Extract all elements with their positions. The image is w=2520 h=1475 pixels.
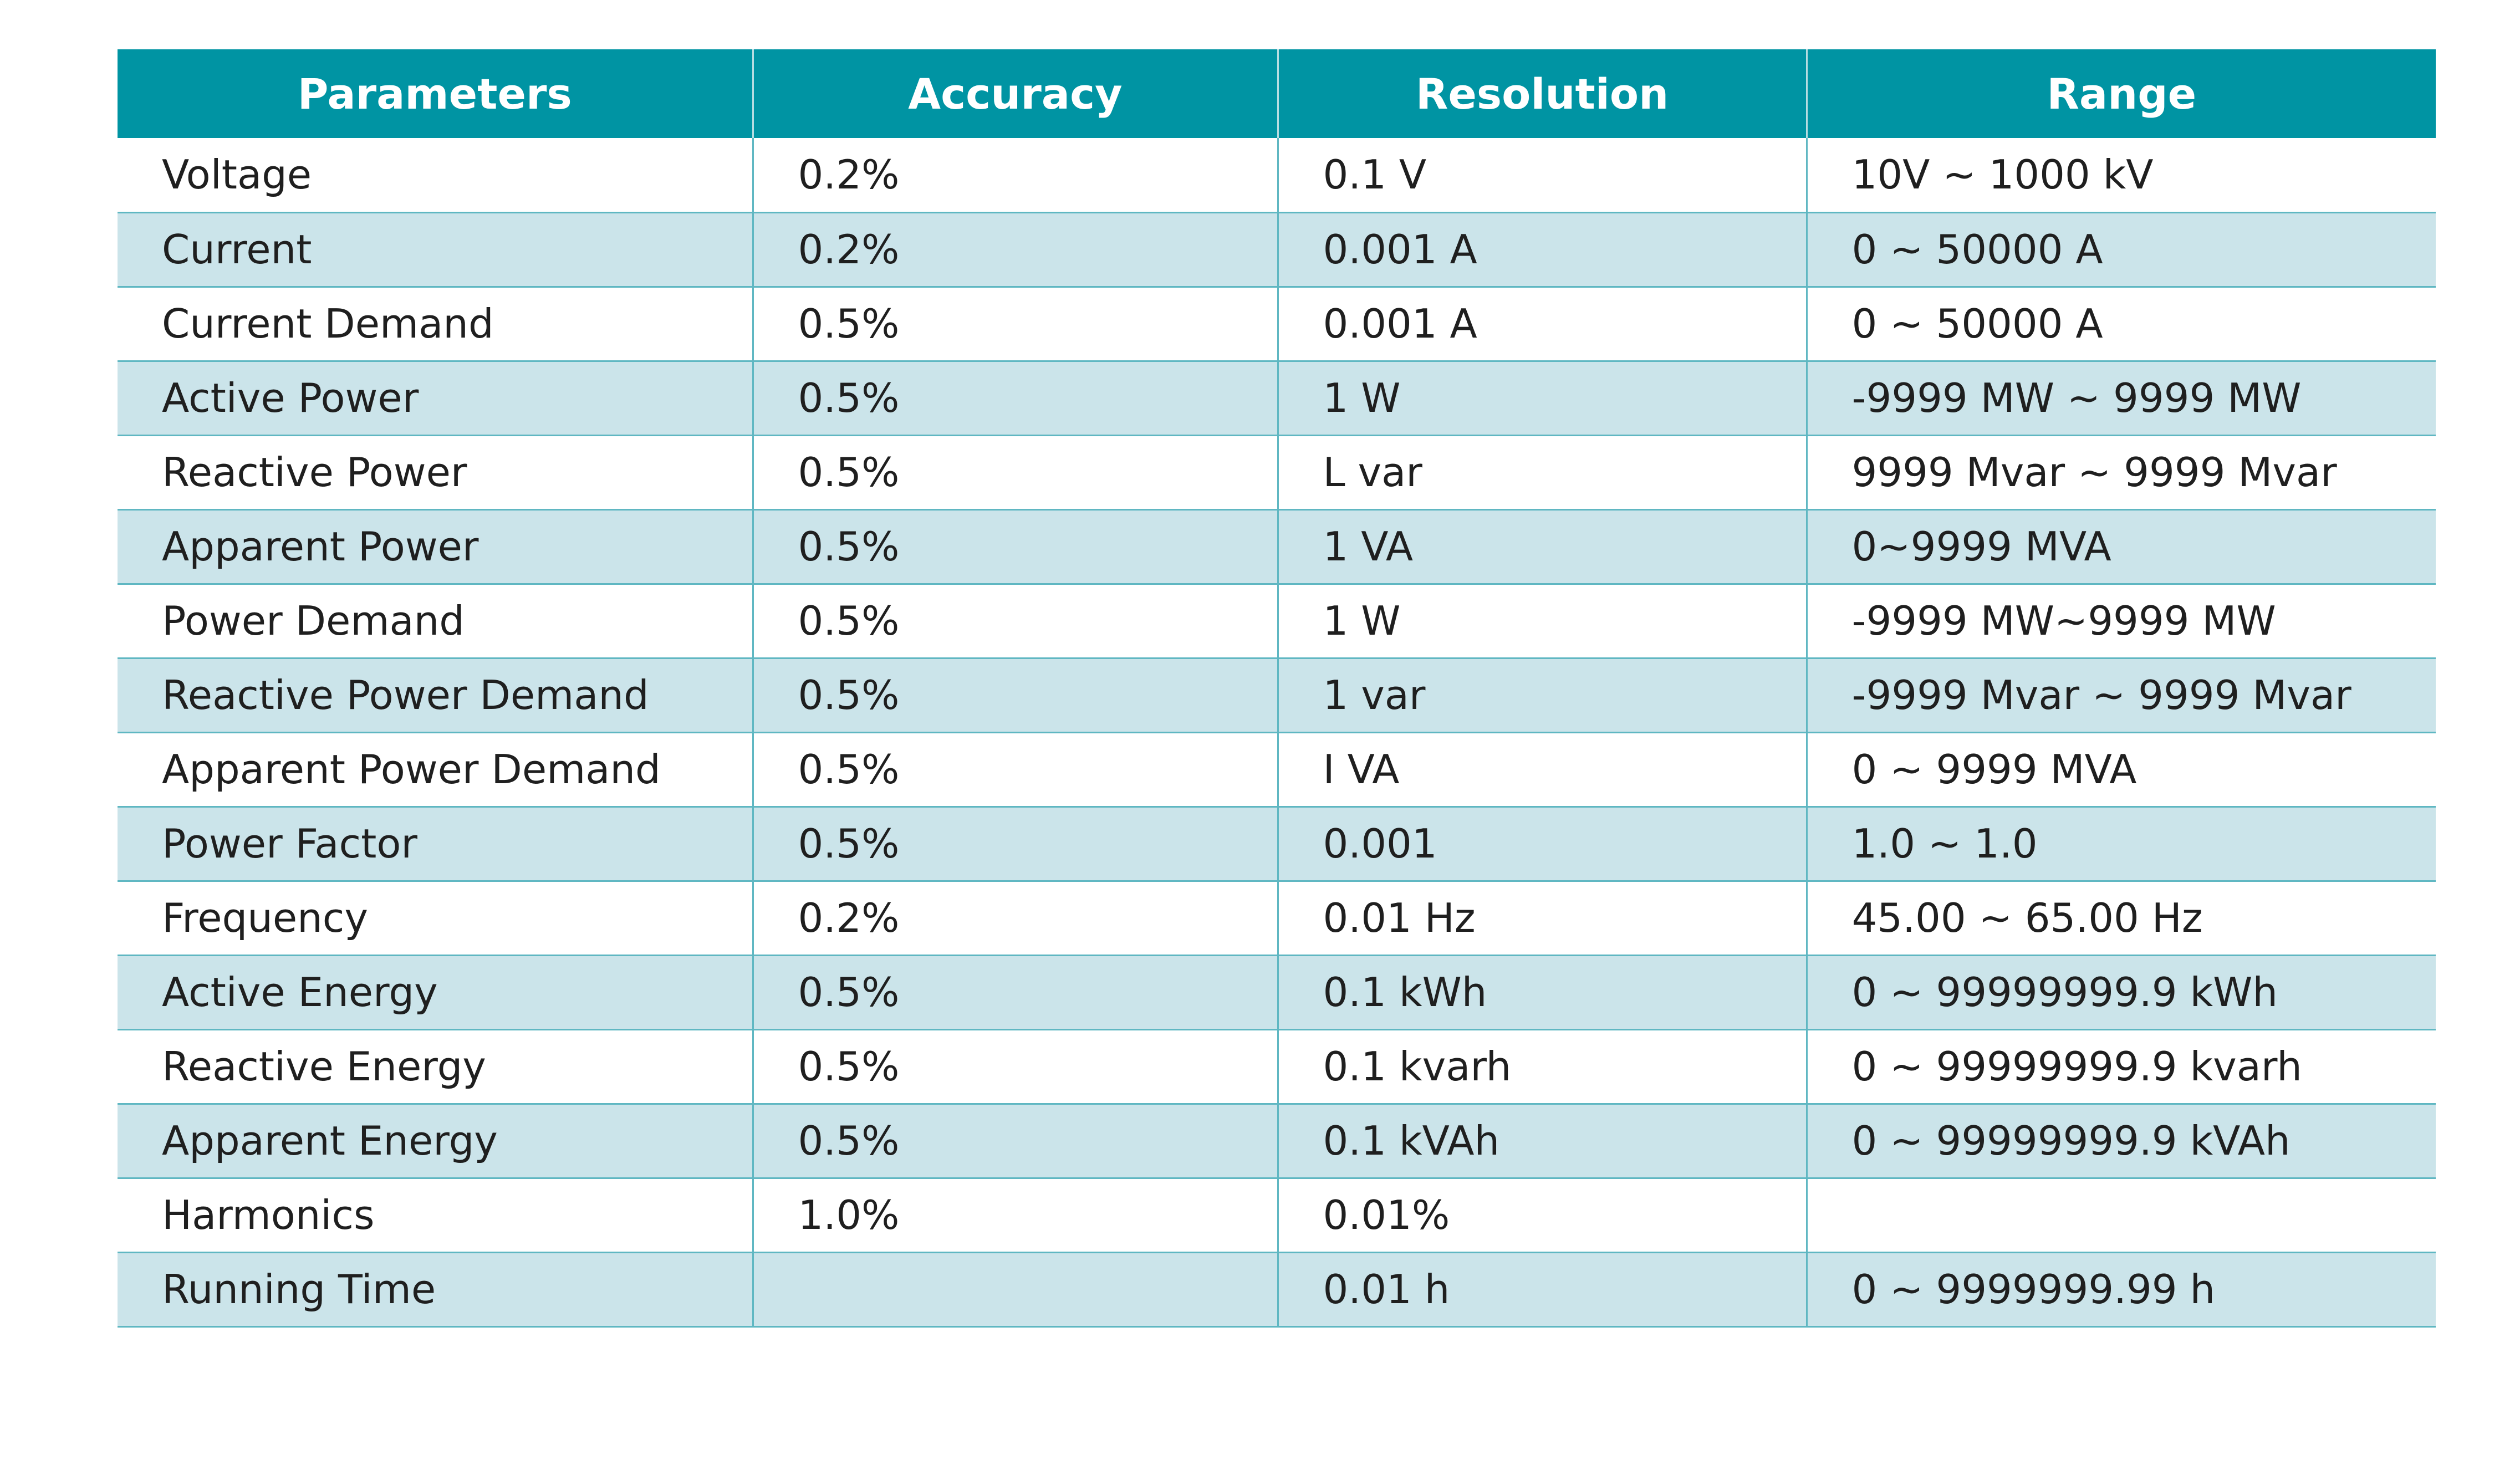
cell-resolution: 0.1 kvarh [1277, 1029, 1807, 1105]
table-row: Apparent Power 0.5% 1 VA 0~9999 MVA [118, 509, 2436, 585]
cell-resolution: 0.001 [1277, 807, 1807, 882]
table-row: Apparent Power Demand 0.5% I VA 0 ~ 9999 MV… [118, 732, 2436, 808]
cell-accuracy: 0.5% [752, 287, 1278, 362]
cell-range: 45.00 ~ 65.00 Hz [1805, 881, 2436, 956]
cell-accuracy: 0.2% [752, 138, 1278, 213]
cell-range: 9999 Mvar ~ 9999 Mvar [1805, 435, 2436, 511]
cell-parameter: Active Energy [118, 955, 753, 1030]
cell-parameter: Running Time [118, 1252, 753, 1328]
table-body: Voltage 0.2% 0.1 V 10V ~ 1000 kV Current 0.2%… [118, 138, 2436, 1328]
header-resolution: Resolution [1277, 49, 1807, 138]
table-row: Power Demand 0.5% 1 W -9999 MW~9999 MW [118, 584, 2436, 659]
cell-resolution: L var [1277, 435, 1807, 511]
cell-parameter: Current [118, 212, 753, 288]
cell-range: 0 ~ 50000 A [1805, 287, 2436, 362]
cell-parameter: Current Demand [118, 287, 753, 362]
cell-resolution: 1 W [1277, 584, 1807, 659]
table-row: Active Energy 0.5% 0.1 kWh 0 ~ 99999999.9 k… [118, 955, 2436, 1030]
cell-parameter: Reactive Power Demand [118, 658, 753, 733]
cell-parameter: Harmonics [118, 1178, 753, 1253]
cell-resolution: 0.001 A [1277, 212, 1807, 288]
cell-range: 0 ~ 99999999.9 kvarh [1805, 1029, 2436, 1105]
cell-range: 0 ~ 9999999.99 h [1805, 1252, 2436, 1328]
cell-resolution: 0.01 h [1277, 1252, 1807, 1328]
cell-accuracy: 0.5% [752, 732, 1278, 808]
header-row: Parameters Accuracy Resolution Range [118, 49, 2436, 138]
table-row: Reactive Power Demand 0.5% 1 var -9999 Mvar… [118, 658, 2436, 733]
cell-parameter: Reactive Power [118, 435, 753, 511]
cell-accuracy: 1.0% [752, 1178, 1278, 1253]
cell-parameter: Active Power [118, 361, 753, 436]
cell-accuracy: 0.5% [752, 807, 1278, 882]
cell-resolution: 0.01% [1277, 1178, 1807, 1253]
cell-accuracy: 0.5% [752, 435, 1278, 511]
cell-resolution: 0.1 kVAh [1277, 1104, 1807, 1179]
cell-parameter: Voltage [118, 138, 753, 213]
cell-range: 0 ~ 9999 MVA [1805, 732, 2436, 808]
cell-accuracy: 0.5% [752, 955, 1278, 1030]
table-header: Parameters Accuracy Resolution Range [118, 49, 2436, 138]
cell-parameter: Apparent Power Demand [118, 732, 753, 808]
header-range: Range [1805, 49, 2436, 138]
table-row: Frequency 0.2% 0.01 Hz 45.00 ~ 65.00 Hz [118, 881, 2436, 956]
table-row: Apparent Energy 0.5% 0.1 kVAh 0 ~ 99999999.… [118, 1104, 2436, 1179]
cell-range: -9999 MW ~ 9999 MW [1805, 361, 2436, 436]
cell-range: 0~9999 MVA [1805, 509, 2436, 585]
cell-parameter: Power Factor [118, 807, 753, 882]
cell-accuracy: 0.5% [752, 658, 1278, 733]
cell-range: 0 ~ 99999999.9 kWh [1805, 955, 2436, 1030]
table-row: Power Factor 0.5% 0.001 1.0 ~ 1.0 [118, 807, 2436, 882]
cell-resolution: 0.01 Hz [1277, 881, 1807, 956]
cell-parameter: Apparent Energy [118, 1104, 753, 1179]
cell-range: 1.0 ~ 1.0 [1805, 807, 2436, 882]
cell-resolution: 0.1 V [1277, 138, 1807, 213]
specifications-table: Parameters Accuracy Resolution Range Vol… [118, 49, 2436, 1328]
table-row: Reactive Energy 0.5% 0.1 kvarh 0 ~ 99999999… [118, 1029, 2436, 1105]
cell-parameter: Apparent Power [118, 509, 753, 585]
cell-accuracy: 0.5% [752, 361, 1278, 436]
table-row: Reactive Power 0.5% L var 9999 Mvar ~ 9999 … [118, 435, 2436, 511]
header-accuracy: Accuracy [752, 49, 1278, 138]
cell-resolution: 1 VA [1277, 509, 1807, 585]
cell-range: -9999 MW~9999 MW [1805, 584, 2436, 659]
cell-accuracy: 0.5% [752, 1029, 1278, 1105]
header-parameters: Parameters [118, 49, 753, 138]
cell-parameter: Power Demand [118, 584, 753, 659]
cell-accuracy [752, 1252, 1278, 1328]
cell-accuracy: 0.5% [752, 1104, 1278, 1179]
cell-range: 0 ~ 99999999.9 kVAh [1805, 1104, 2436, 1179]
table-row: Active Power 0.5% 1 W -9999 MW ~ 9999 MW [118, 361, 2436, 436]
cell-resolution: 0.1 kWh [1277, 955, 1807, 1030]
cell-range [1805, 1178, 2436, 1253]
cell-resolution: 1 var [1277, 658, 1807, 733]
cell-resolution: I VA [1277, 732, 1807, 808]
cell-accuracy: 0.2% [752, 212, 1278, 288]
cell-range: 0 ~ 50000 A [1805, 212, 2436, 288]
cell-accuracy: 0.5% [752, 584, 1278, 659]
cell-parameter: Reactive Energy [118, 1029, 753, 1105]
cell-range: -9999 Mvar ~ 9999 Mvar [1805, 658, 2436, 733]
cell-accuracy: 0.2% [752, 881, 1278, 956]
table-row: Voltage 0.2% 0.1 V 10V ~ 1000 kV [118, 138, 2436, 213]
table-row: Harmonics 1.0% 0.01% [118, 1178, 2436, 1253]
cell-resolution: 0.001 A [1277, 287, 1807, 362]
cell-range: 10V ~ 1000 kV [1805, 138, 2436, 213]
cell-resolution: 1 W [1277, 361, 1807, 436]
cell-accuracy: 0.5% [752, 509, 1278, 585]
cell-parameter: Frequency [118, 881, 753, 956]
